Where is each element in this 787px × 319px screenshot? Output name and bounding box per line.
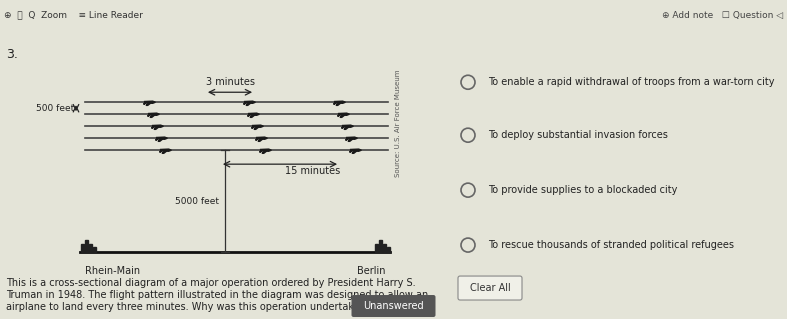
Bar xyxy=(382,244,386,252)
Polygon shape xyxy=(346,137,357,139)
Polygon shape xyxy=(250,115,255,117)
Polygon shape xyxy=(350,149,361,151)
Polygon shape xyxy=(342,127,344,128)
Polygon shape xyxy=(246,103,251,105)
Text: To enable a rapid withdrawal of troops from a war-torn city: To enable a rapid withdrawal of troops f… xyxy=(488,77,774,87)
Text: Clear All: Clear All xyxy=(470,283,511,293)
Polygon shape xyxy=(253,125,264,127)
Polygon shape xyxy=(245,101,256,103)
Bar xyxy=(84,240,87,252)
Polygon shape xyxy=(334,103,336,104)
Text: Source: U.S. Air Force Museum: Source: U.S. Air Force Museum xyxy=(395,70,401,177)
FancyBboxPatch shape xyxy=(458,276,522,300)
Text: 500 feet: 500 feet xyxy=(35,104,74,113)
Polygon shape xyxy=(160,151,162,152)
Text: Truman in 1948. The flight pattern illustrated in the diagram was designed to al: Truman in 1948. The flight pattern illus… xyxy=(6,290,428,300)
Polygon shape xyxy=(256,139,258,140)
Polygon shape xyxy=(147,115,150,116)
Text: 3.: 3. xyxy=(6,48,18,61)
Polygon shape xyxy=(158,139,163,141)
Bar xyxy=(88,244,91,252)
Text: To deploy substantial invasion forces: To deploy substantial invasion forces xyxy=(488,130,668,140)
Polygon shape xyxy=(345,139,348,140)
Text: This is a cross-sectional diagram of a major operation ordered by President Harr: This is a cross-sectional diagram of a m… xyxy=(6,278,416,288)
Polygon shape xyxy=(344,127,349,129)
Text: Rhein-Main: Rhein-Main xyxy=(85,266,140,276)
Text: ⊕  🔍  Q  Zoom    ≡ Line Reader: ⊕ 🔍 Q Zoom ≡ Line Reader xyxy=(4,11,143,20)
Polygon shape xyxy=(161,149,172,151)
Polygon shape xyxy=(145,101,155,103)
Text: Unanswered: Unanswered xyxy=(363,301,424,311)
Polygon shape xyxy=(349,151,352,152)
Polygon shape xyxy=(162,151,167,153)
Text: 3 minutes: 3 minutes xyxy=(205,77,254,87)
Bar xyxy=(379,240,382,252)
Bar xyxy=(93,247,95,252)
Polygon shape xyxy=(252,127,254,128)
Polygon shape xyxy=(340,115,345,117)
Polygon shape xyxy=(157,137,168,139)
Polygon shape xyxy=(243,103,246,104)
Polygon shape xyxy=(156,139,158,140)
Polygon shape xyxy=(149,113,160,115)
Text: To rescue thousands of stranded political refugees: To rescue thousands of stranded politica… xyxy=(488,240,734,250)
Polygon shape xyxy=(338,115,340,116)
Polygon shape xyxy=(257,137,268,139)
Bar xyxy=(375,244,378,252)
Polygon shape xyxy=(146,103,151,105)
Text: 15 minutes: 15 minutes xyxy=(285,166,340,176)
Polygon shape xyxy=(248,115,250,116)
FancyBboxPatch shape xyxy=(352,295,435,317)
Polygon shape xyxy=(336,103,341,105)
Polygon shape xyxy=(153,125,164,127)
Polygon shape xyxy=(260,151,262,152)
Polygon shape xyxy=(348,139,353,141)
Polygon shape xyxy=(152,127,154,128)
Text: ⊕ Add note   ☐ Question ◁: ⊕ Add note ☐ Question ◁ xyxy=(662,11,783,20)
Polygon shape xyxy=(260,149,272,151)
Text: Berlin: Berlin xyxy=(357,266,385,276)
Polygon shape xyxy=(342,125,353,127)
Polygon shape xyxy=(338,113,349,115)
Polygon shape xyxy=(254,127,259,129)
Polygon shape xyxy=(262,151,267,153)
Text: To provide supplies to a blockaded city: To provide supplies to a blockaded city xyxy=(488,185,678,195)
Polygon shape xyxy=(154,127,159,129)
Polygon shape xyxy=(143,103,146,104)
Text: 5000 feet: 5000 feet xyxy=(175,197,219,206)
Polygon shape xyxy=(150,115,155,117)
Polygon shape xyxy=(352,151,357,153)
Text: airplane to land every three minutes. Why was this operation undertaken?: airplane to land every three minutes. Wh… xyxy=(6,302,371,312)
Bar xyxy=(80,244,83,252)
Polygon shape xyxy=(258,139,263,141)
Polygon shape xyxy=(334,101,345,103)
Bar xyxy=(386,247,390,252)
Polygon shape xyxy=(249,113,260,115)
